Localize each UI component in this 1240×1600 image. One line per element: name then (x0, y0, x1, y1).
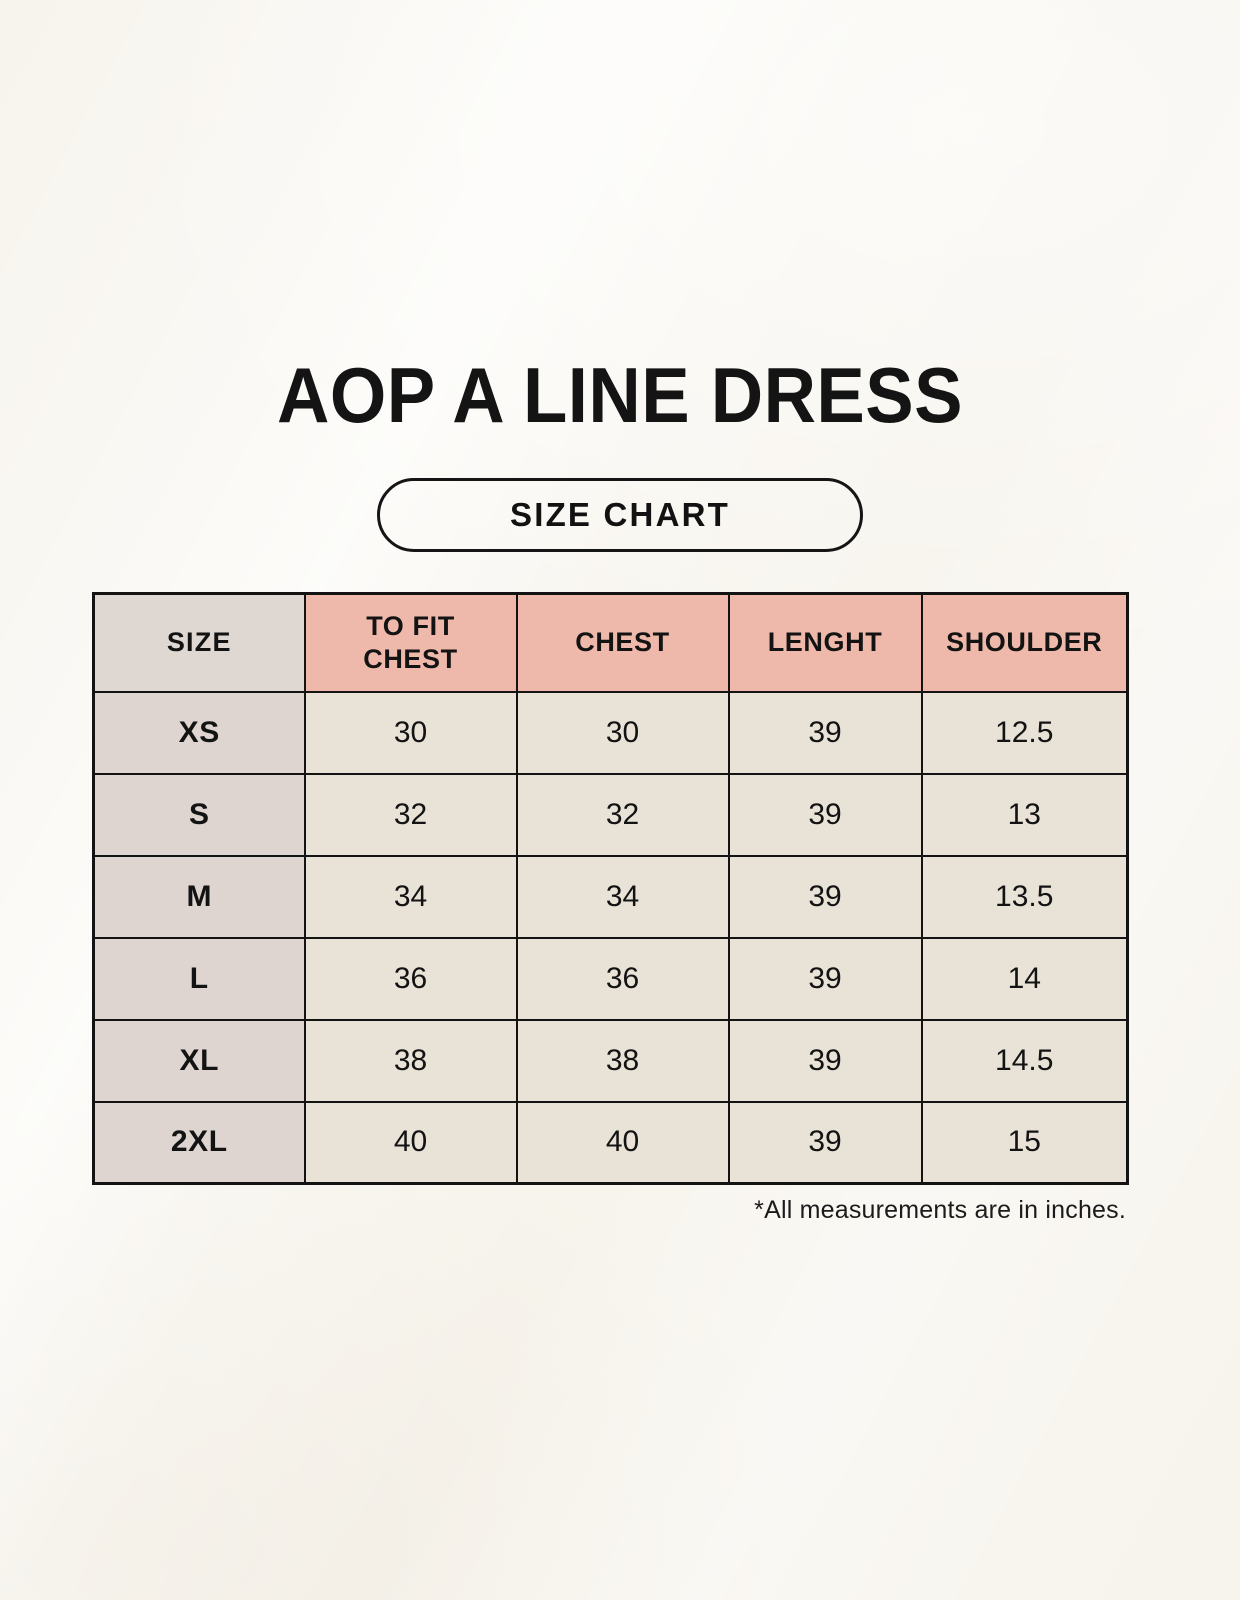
column-header-chest: CHEST (515, 592, 730, 693)
cell-shoulder: 12.5 (920, 690, 1129, 775)
column-header-to-fit-chest-line1: TO FIT (366, 610, 455, 641)
cell-chest: 34 (515, 854, 730, 939)
cell-shoulder: 13.5 (920, 854, 1129, 939)
size-chart-badge-label: SIZE CHART (510, 496, 730, 533)
column-header-to-fit-chest-line2: CHEST (363, 643, 458, 674)
cell-to-fit-chest: 36 (303, 936, 518, 1021)
size-table-head: SIZE TO FIT CHEST CHEST LENGHT SHOULDER (92, 592, 1129, 693)
cell-to-fit-chest: 32 (303, 772, 518, 857)
cell-size: S (92, 772, 306, 857)
size-chart-badge-wrap: SIZE CHART (0, 478, 1240, 552)
cell-size: L (92, 936, 306, 1021)
cell-shoulder: 14.5 (920, 1018, 1129, 1103)
cell-chest: 38 (515, 1018, 730, 1103)
cell-shoulder: 14 (920, 936, 1129, 1021)
table-row: 2XL 40 40 39 15 (92, 1100, 1129, 1185)
cell-lenght: 39 (727, 772, 923, 857)
page-title: AOP A LINE DRESS (277, 351, 963, 439)
cell-to-fit-chest: 38 (303, 1018, 518, 1103)
column-header-shoulder: SHOULDER (920, 592, 1129, 693)
size-table-body: XS 30 30 39 12.5 S 32 32 39 13 M 34 34 (92, 690, 1129, 1185)
table-row: M 34 34 39 13.5 (92, 854, 1129, 939)
table-row: XS 30 30 39 12.5 (92, 690, 1129, 775)
column-header-lenght: LENGHT (727, 592, 923, 693)
cell-lenght: 39 (727, 690, 923, 775)
cell-lenght: 39 (727, 854, 923, 939)
cell-lenght: 39 (727, 936, 923, 1021)
table-row: S 32 32 39 13 (92, 772, 1129, 857)
column-header-size: SIZE (92, 592, 306, 693)
cell-lenght: 39 (727, 1100, 923, 1185)
table-row: XL 38 38 39 14.5 (92, 1018, 1129, 1103)
size-table: SIZE TO FIT CHEST CHEST LENGHT SHOULDER … (92, 592, 1129, 1185)
cell-shoulder: 15 (920, 1100, 1129, 1185)
cell-chest: 32 (515, 772, 730, 857)
cell-to-fit-chest: 30 (303, 690, 518, 775)
cell-size: XL (92, 1018, 306, 1103)
cell-shoulder: 13 (920, 772, 1129, 857)
size-table-wrap: SIZE TO FIT CHEST CHEST LENGHT SHOULDER … (92, 592, 1129, 1185)
table-header-row: SIZE TO FIT CHEST CHEST LENGHT SHOULDER (92, 592, 1129, 693)
table-row: L 36 36 39 14 (92, 936, 1129, 1021)
size-chart-badge: SIZE CHART (377, 478, 863, 552)
cell-to-fit-chest: 40 (303, 1100, 518, 1185)
cell-chest: 30 (515, 690, 730, 775)
cell-size: XS (92, 690, 306, 775)
column-header-to-fit-chest: TO FIT CHEST (303, 592, 518, 693)
cell-to-fit-chest: 34 (303, 854, 518, 939)
cell-lenght: 39 (727, 1018, 923, 1103)
cell-chest: 40 (515, 1100, 730, 1185)
cell-size: M (92, 854, 306, 939)
cell-size: 2XL (92, 1100, 306, 1185)
measurement-note: *All measurements are in inches. (754, 1196, 1126, 1224)
cell-chest: 36 (515, 936, 730, 1021)
